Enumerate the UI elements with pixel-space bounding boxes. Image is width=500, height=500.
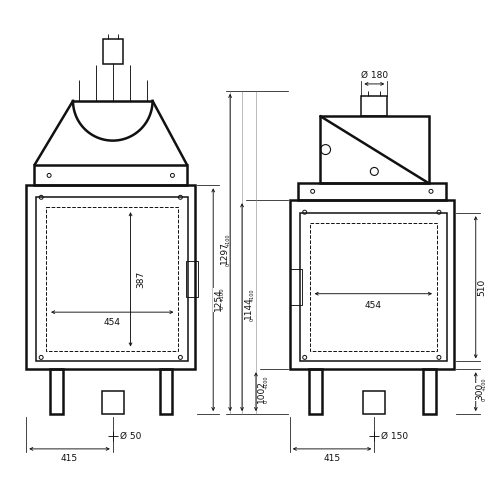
Text: 1144: 1144 (244, 296, 252, 318)
Text: +100: +100 (220, 288, 224, 302)
Text: 0: 0 (226, 263, 230, 266)
Text: 300: 300 (475, 383, 484, 400)
Text: 387: 387 (136, 270, 145, 288)
Text: 1297: 1297 (220, 241, 228, 264)
Text: 0: 0 (481, 398, 486, 401)
Bar (423, 370, 436, 414)
Bar (186, 261, 198, 296)
Bar (300, 213, 447, 362)
Text: Ø 50: Ø 50 (120, 432, 142, 440)
Text: 454: 454 (104, 318, 121, 326)
Bar (36, 198, 188, 362)
Bar (308, 370, 322, 414)
Bar (46, 207, 178, 352)
Text: +100: +100 (264, 375, 268, 388)
Text: +100: +100 (226, 234, 230, 247)
Bar (290, 200, 454, 370)
Text: 454: 454 (365, 301, 382, 310)
Text: 415: 415 (61, 454, 78, 464)
Bar (34, 166, 188, 186)
Bar (102, 391, 124, 414)
Bar (160, 370, 172, 414)
Bar (320, 116, 429, 184)
Text: +100: +100 (250, 288, 254, 302)
Bar (298, 184, 446, 200)
Bar (50, 370, 63, 414)
Bar (362, 96, 387, 116)
Text: 0: 0 (250, 318, 254, 320)
Text: +100: +100 (481, 377, 486, 390)
Bar (310, 223, 437, 352)
Text: 1254: 1254 (214, 288, 222, 311)
Text: 1002: 1002 (258, 380, 266, 403)
Text: 415: 415 (324, 454, 340, 464)
Bar (364, 391, 385, 414)
Bar (26, 186, 196, 370)
Text: 0: 0 (220, 306, 224, 310)
Text: 510: 510 (477, 278, 486, 296)
Bar (290, 269, 302, 304)
Text: Ø 180: Ø 180 (360, 70, 388, 80)
Text: 0: 0 (264, 400, 268, 403)
Bar (103, 39, 122, 64)
Text: Ø 150: Ø 150 (380, 432, 408, 440)
